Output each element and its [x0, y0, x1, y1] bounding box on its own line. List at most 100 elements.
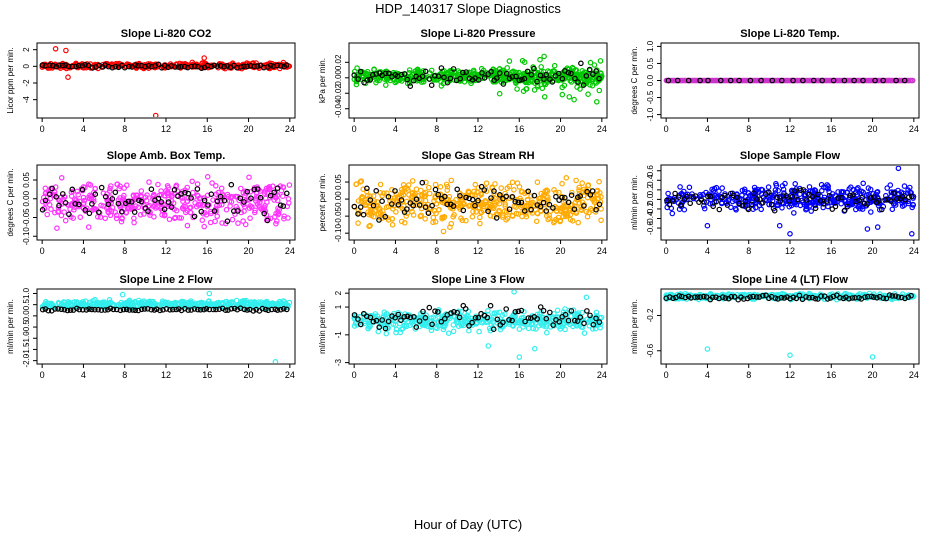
hourly-point	[42, 197, 49, 204]
hourly-point	[518, 307, 525, 314]
hourly-point	[800, 77, 806, 84]
hourly-point	[677, 202, 684, 209]
data-point	[519, 57, 526, 64]
hourly-point	[540, 307, 547, 314]
hourly-point	[705, 77, 711, 84]
y-tick-label: -3	[334, 359, 343, 367]
data-point	[229, 216, 236, 223]
data-point	[563, 175, 570, 181]
hourly-point	[86, 210, 93, 217]
outlier-point	[895, 166, 902, 172]
data-point	[273, 218, 280, 224]
hourly-point	[565, 69, 572, 76]
hourly-point	[515, 199, 522, 206]
outlier-point	[869, 354, 876, 360]
hourly-point	[763, 292, 769, 299]
hourly-point	[351, 312, 358, 318]
hourly-point	[370, 318, 377, 325]
data-point	[389, 222, 396, 228]
data-point	[454, 319, 461, 325]
outlier-point	[908, 231, 915, 237]
x-tick-label: 20	[868, 246, 878, 256]
hourly-point	[543, 315, 550, 322]
hourly-point	[475, 197, 481, 204]
page-title: HDP_140317 Slope Diagnostics	[375, 1, 561, 16]
x-tick-label: 0	[664, 246, 669, 256]
hourly-point	[463, 69, 469, 75]
data-point	[94, 299, 101, 306]
hourly-point	[361, 79, 367, 86]
panel-title: Slope Line 3 Flow	[432, 274, 525, 286]
points-layer	[663, 77, 916, 84]
data-point	[584, 213, 591, 220]
hourly-point	[376, 324, 383, 331]
hourly-point	[697, 294, 704, 300]
hourly-point	[466, 322, 472, 329]
hourly-point	[694, 294, 701, 300]
hourly-point	[481, 187, 488, 193]
hourly-point	[448, 310, 454, 316]
hourly-point	[257, 194, 264, 201]
data-point	[598, 217, 604, 224]
data-point	[504, 65, 511, 71]
data-point	[716, 188, 722, 195]
hourly-point	[188, 195, 194, 201]
hourly-point	[513, 73, 519, 80]
hourly-point	[818, 293, 824, 299]
data-point	[502, 311, 508, 318]
data-point	[193, 203, 200, 210]
hourly-point	[593, 68, 600, 74]
outlier-point	[776, 222, 783, 229]
outlier-point	[272, 359, 279, 363]
y-tick-label: -2.0	[22, 353, 31, 367]
hourly-point	[131, 209, 138, 215]
hourly-point	[115, 200, 122, 207]
hourly-point	[441, 315, 448, 322]
data-point	[579, 180, 586, 186]
data-point	[389, 186, 395, 193]
data-point	[273, 220, 279, 227]
panel-4: Slope Amb. Box Temp. degrees C per min. 0 4…	[6, 150, 296, 256]
data-point	[510, 323, 516, 329]
data-point	[247, 189, 254, 195]
data-point	[183, 300, 190, 306]
hourly-point	[155, 195, 162, 202]
hourly-point	[823, 198, 830, 204]
hourly-point	[893, 77, 899, 84]
data-point	[536, 195, 542, 202]
data-point	[165, 196, 172, 203]
hourly-point	[192, 63, 198, 69]
hourly-point	[419, 73, 426, 80]
hourly-point	[62, 200, 69, 206]
data-point	[458, 322, 465, 329]
data-point	[240, 218, 246, 224]
hourly-point	[261, 210, 268, 217]
data-point	[453, 202, 460, 209]
data-point	[151, 214, 157, 220]
x-tick-label: 24	[909, 246, 919, 256]
data-point	[491, 200, 498, 207]
hourly-point	[163, 306, 170, 312]
data-point	[138, 188, 145, 194]
data-point	[181, 206, 187, 212]
hourly-point	[754, 196, 760, 202]
x-axis-label: Hour of Day (UTC)	[413, 517, 523, 532]
hourly-point	[64, 307, 71, 314]
hourly-point	[123, 306, 130, 313]
data-point	[181, 203, 187, 210]
data-point	[459, 197, 465, 204]
data-point	[62, 217, 69, 224]
data-point	[241, 208, 247, 215]
hourly-point	[148, 306, 155, 313]
hourly-point	[364, 185, 370, 192]
data-point	[857, 190, 863, 197]
data-point	[440, 228, 447, 235]
data-point	[123, 198, 129, 205]
hourly-point	[172, 64, 179, 70]
data-point	[595, 321, 602, 328]
hourly-point	[796, 292, 803, 299]
hourly-point	[503, 306, 510, 312]
hourly-point	[61, 306, 68, 313]
outlier-point	[704, 222, 711, 229]
data-point	[247, 203, 254, 209]
